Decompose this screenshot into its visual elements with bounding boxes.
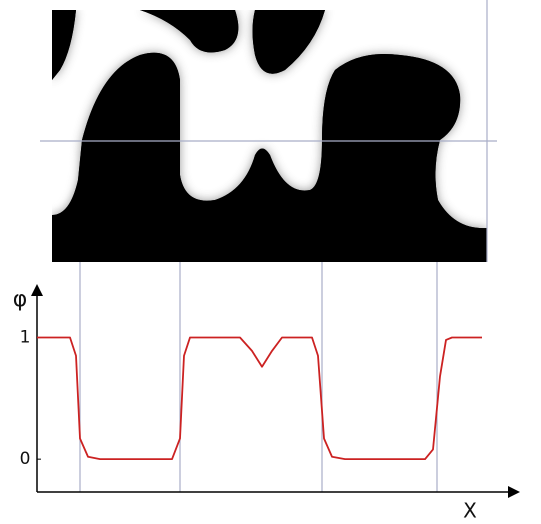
axes xyxy=(37,292,512,492)
phase-image xyxy=(52,10,487,262)
y-arrow xyxy=(31,284,43,296)
y-tick-label: 1 xyxy=(20,328,31,348)
figure: φ X 0 1 xyxy=(0,0,541,524)
y-tick-label: 0 xyxy=(20,449,31,469)
y-axis-label: φ xyxy=(13,287,28,312)
x-axis-label: X xyxy=(463,499,477,523)
phase-curve xyxy=(37,338,482,460)
x-arrow xyxy=(508,486,520,498)
